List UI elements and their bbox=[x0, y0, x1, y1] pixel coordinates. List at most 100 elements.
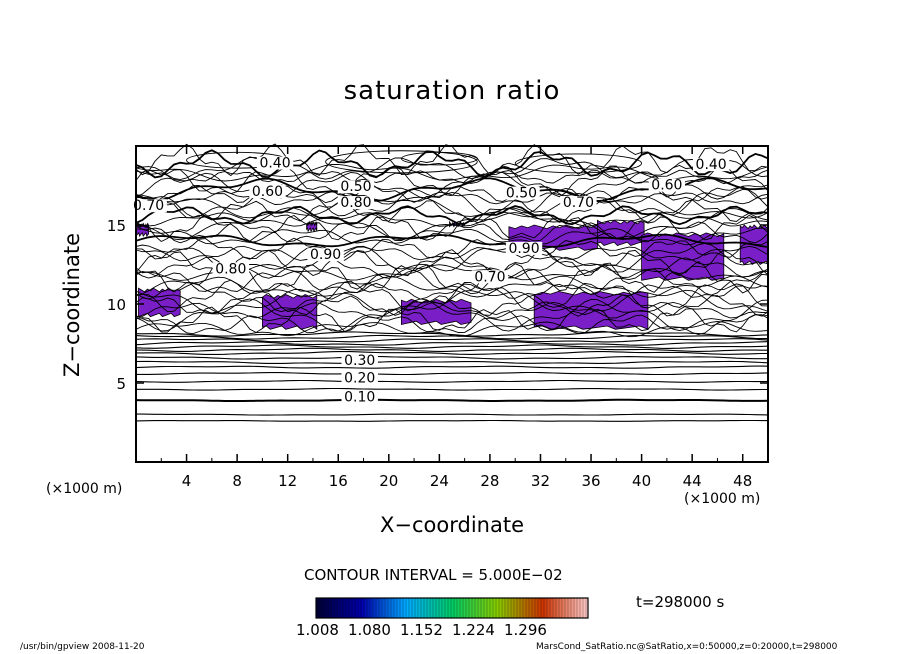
contour-line bbox=[135, 279, 769, 313]
colorbar-label: 1.296 bbox=[504, 621, 547, 639]
contour-line bbox=[136, 387, 768, 391]
contour-label-background bbox=[471, 270, 509, 284]
contour-label: 0.70 bbox=[474, 269, 505, 285]
contour-line bbox=[135, 187, 769, 218]
contour-line bbox=[135, 212, 769, 227]
y-tick-label: 5 bbox=[116, 375, 126, 393]
x-tick-label: 24 bbox=[430, 472, 449, 490]
contour-label: 0.80 bbox=[340, 195, 371, 211]
contour-line bbox=[135, 214, 769, 243]
contour-label: 0.60 bbox=[252, 184, 283, 200]
contour-line bbox=[135, 321, 769, 338]
x-tick-label: 4 bbox=[182, 472, 192, 490]
contour-label: 0.70 bbox=[563, 195, 594, 211]
footer-dataset: MarsCond_SatRatio.nc@SatRatio,x=0:50000,… bbox=[536, 642, 838, 652]
contour-label-background bbox=[692, 158, 730, 172]
contour-label: 0.80 bbox=[215, 261, 246, 277]
contour-line bbox=[135, 347, 768, 352]
contour-label-background bbox=[249, 184, 286, 198]
contour-label: 0.50 bbox=[506, 186, 537, 202]
contour-line bbox=[135, 379, 768, 383]
colorbar-label: 1.080 bbox=[348, 621, 391, 639]
contour-line bbox=[135, 338, 769, 343]
y-tick-label: 15 bbox=[107, 217, 126, 235]
contour-label-background bbox=[341, 371, 378, 385]
footer-program-date: /usr/bin/gpview 2008-11-20 bbox=[20, 642, 145, 652]
x-tick-label: 12 bbox=[278, 472, 297, 490]
contour-line bbox=[135, 249, 769, 277]
contour-label-background bbox=[337, 196, 375, 210]
contour-line bbox=[135, 233, 769, 248]
contour-line bbox=[135, 365, 769, 369]
contour-line bbox=[135, 169, 769, 185]
contour-label: 0.50 bbox=[340, 179, 371, 195]
contour-line bbox=[135, 156, 769, 181]
contour-line bbox=[135, 419, 768, 422]
contour-label: 0.40 bbox=[696, 157, 727, 173]
time-label: t=298000 s bbox=[636, 593, 725, 611]
contour-line bbox=[135, 298, 769, 332]
contour-line bbox=[135, 344, 769, 349]
contour-label: 0.70 bbox=[133, 198, 164, 214]
colorbar-label: 1.224 bbox=[452, 621, 495, 639]
contour-label: 0.60 bbox=[651, 178, 682, 194]
contour-label-background bbox=[341, 390, 378, 404]
colorbar-label: 1.152 bbox=[400, 621, 443, 639]
x-tick-label: 32 bbox=[531, 472, 550, 490]
contour-line bbox=[135, 334, 768, 340]
contour-line bbox=[135, 294, 769, 317]
contour-line bbox=[135, 398, 769, 402]
contour-line bbox=[135, 306, 769, 334]
contour-line bbox=[135, 205, 769, 226]
contour-label: 0.40 bbox=[259, 156, 290, 172]
contour-line bbox=[135, 143, 769, 177]
contour-line bbox=[135, 341, 769, 346]
contour-label: 0.90 bbox=[310, 247, 341, 263]
x-tick-label: 36 bbox=[581, 472, 600, 490]
x-tick-label: 48 bbox=[733, 472, 752, 490]
contour-line bbox=[135, 275, 769, 298]
colorbar-label: 1.008 bbox=[296, 621, 339, 639]
contour-label-background bbox=[503, 186, 540, 200]
contour-interval-label: CONTOUR INTERVAL = 5.000E−02 bbox=[304, 566, 563, 584]
contour-line bbox=[135, 245, 769, 262]
contour-line bbox=[135, 194, 769, 219]
contour-label-background bbox=[505, 241, 543, 255]
x-axis-unit: (×1000 m) bbox=[46, 481, 123, 497]
z-axis-unit: (×1000 m) bbox=[684, 491, 761, 507]
x-tick-label: 8 bbox=[232, 472, 242, 490]
contour-line bbox=[135, 355, 768, 360]
x-tick-label: 40 bbox=[632, 472, 651, 490]
y-axis-label: Z−coordinate bbox=[60, 233, 84, 377]
x-tick-label: 44 bbox=[683, 472, 702, 490]
supersaturated-region bbox=[597, 219, 645, 247]
contour-label-background bbox=[341, 354, 378, 368]
contour-label-background bbox=[648, 178, 686, 192]
colorbar bbox=[315, 597, 589, 619]
contour-line bbox=[136, 371, 769, 376]
contour-line bbox=[135, 268, 769, 296]
contour-line bbox=[135, 301, 769, 319]
contour-line bbox=[514, 153, 643, 174]
contour-label-background bbox=[307, 248, 344, 262]
contour-label-background bbox=[256, 156, 294, 170]
y-tick-label: 10 bbox=[107, 296, 126, 314]
contour-line bbox=[135, 198, 769, 223]
contour-line bbox=[135, 289, 769, 314]
contour-label-background bbox=[130, 199, 167, 213]
contour-label: 0.10 bbox=[344, 389, 375, 405]
contour-line bbox=[136, 350, 768, 355]
contour-label: 0.90 bbox=[508, 241, 539, 257]
contour-line bbox=[135, 331, 769, 337]
contour-line bbox=[135, 164, 769, 198]
contour-line bbox=[135, 237, 769, 260]
contour-label: 0.30 bbox=[344, 353, 375, 369]
contour-line bbox=[135, 360, 769, 364]
contour-label: 0.20 bbox=[344, 370, 375, 386]
contour-line bbox=[325, 150, 478, 174]
x-tick-label: 20 bbox=[379, 472, 398, 490]
chart-title: saturation ratio bbox=[343, 76, 561, 106]
contour-label-background bbox=[560, 196, 597, 210]
